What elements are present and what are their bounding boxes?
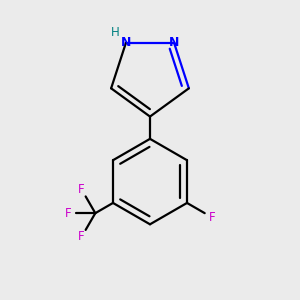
Text: F: F [78, 230, 85, 244]
Text: H: H [111, 26, 120, 39]
Text: F: F [208, 211, 215, 224]
Text: N: N [169, 36, 179, 49]
Text: F: F [78, 183, 85, 196]
Text: F: F [64, 207, 71, 220]
Text: N: N [121, 36, 131, 49]
